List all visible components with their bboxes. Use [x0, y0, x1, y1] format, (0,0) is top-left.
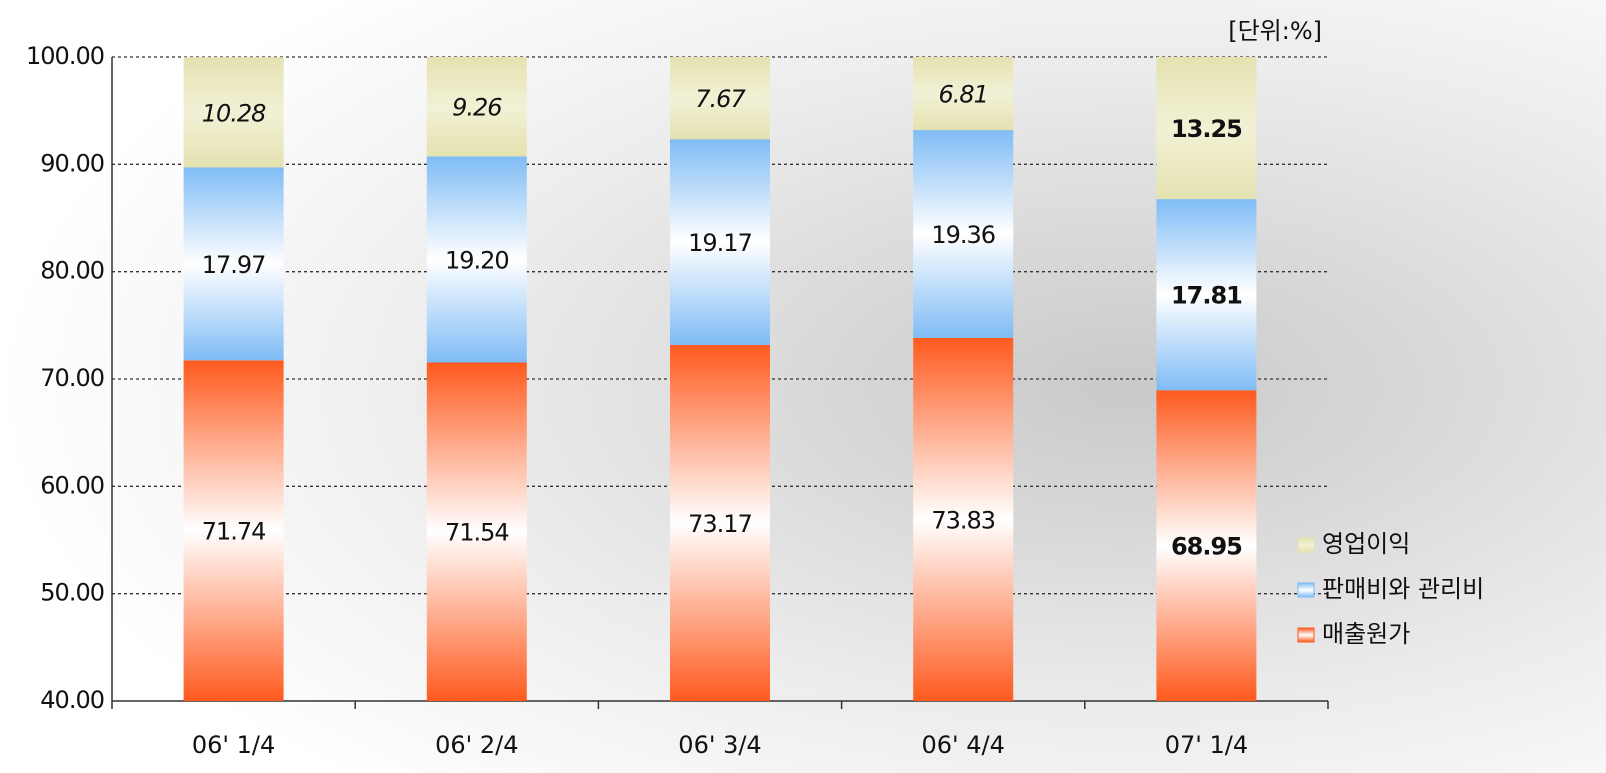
data-label: 19.20 — [445, 246, 509, 274]
data-label: 71.74 — [202, 518, 266, 546]
y-tick-label: 50.00 — [40, 579, 104, 607]
data-label: 73.17 — [688, 510, 752, 538]
bar-segment — [426, 362, 527, 701]
bar-segment — [426, 57, 527, 157]
bar-segment — [426, 156, 527, 363]
legend-label: 영업이익 — [1322, 530, 1410, 558]
data-label: 7.67 — [695, 85, 746, 113]
y-tick-label: 100.00 — [26, 42, 104, 70]
legend-swatch — [1297, 582, 1315, 598]
bar-segment — [913, 130, 1014, 338]
data-label: 19.36 — [931, 221, 995, 249]
y-tick-label: 60.00 — [40, 471, 104, 499]
bar-segment — [183, 57, 284, 168]
data-label: 19.17 — [688, 229, 752, 257]
bar-segment — [183, 167, 284, 361]
legend-swatch — [1297, 627, 1315, 643]
data-label: 68.95 — [1171, 533, 1242, 561]
bar-segment — [183, 360, 284, 701]
bar-segment — [1156, 199, 1257, 391]
bar-segment — [670, 344, 770, 701]
y-tick-label: 70.00 — [40, 364, 104, 392]
unit-label: [단위:%] — [1228, 17, 1322, 45]
x-tick-label: 06' 2/4 — [435, 731, 518, 759]
legend-label: 매출원가 — [1322, 620, 1410, 648]
bar-segment — [1156, 390, 1257, 701]
data-label: 17.97 — [202, 251, 266, 279]
y-tick-label: 80.00 — [40, 257, 104, 285]
x-tick-label: 06' 3/4 — [678, 731, 761, 759]
data-label: 9.26 — [452, 94, 502, 122]
x-tick-label: 06' 1/4 — [192, 731, 275, 759]
bar-segment — [670, 57, 770, 140]
legend-label: 판매비와 관리비 — [1322, 575, 1484, 603]
legend-swatch — [1297, 537, 1315, 553]
bar-segment — [913, 57, 1014, 131]
data-label: 71.54 — [445, 519, 509, 547]
data-label: 17.81 — [1171, 282, 1242, 310]
bar-segment — [670, 139, 770, 345]
data-label: 10.28 — [202, 99, 266, 127]
x-tick-label: 06' 4/4 — [922, 731, 1005, 759]
data-label: 13.25 — [1171, 115, 1242, 143]
data-label: 73.83 — [931, 506, 995, 534]
x-tick-label: 07' 1/4 — [1165, 731, 1248, 759]
y-tick-label: 90.00 — [40, 149, 104, 177]
bar-segment — [913, 337, 1014, 701]
y-tick-label: 40.00 — [40, 686, 104, 714]
bar-segment — [1156, 57, 1257, 200]
data-label: 6.81 — [938, 81, 987, 109]
